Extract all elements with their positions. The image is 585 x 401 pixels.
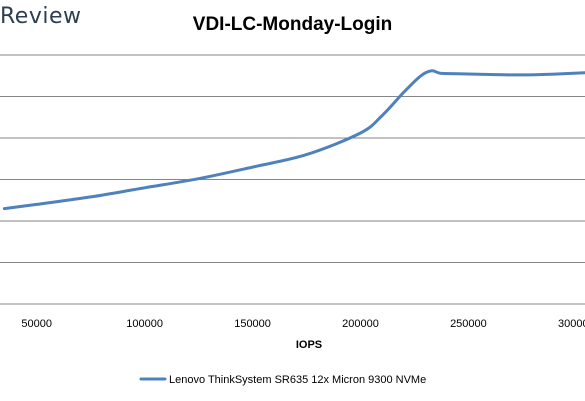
x-tick-label-3: 200000 [342,318,379,330]
series-line-0 [2,69,585,211]
legend: Lenovo ThinkSystem SR635 12x Micron 9300… [139,374,426,386]
x-tick-label-4: 250000 [450,318,487,330]
x-axis-label: IOPS [296,339,322,351]
gridlines [0,54,585,263]
brand-logo-text: Review [0,4,82,29]
x-tick-label-0: 50000 [21,318,52,330]
x-tick-label-1: 100000 [126,318,163,330]
x-tick-label-5: 300000 [558,318,585,330]
series-group [2,69,585,211]
x-tick-labels: 50000 100000 150000 200000 250000 300000 [21,318,585,330]
chart-title: VDI-LC-Monday-Login [192,14,393,35]
legend-label: Lenovo ThinkSystem SR635 12x Micron 9300… [169,374,426,386]
x-tick-label-2: 150000 [234,318,271,330]
